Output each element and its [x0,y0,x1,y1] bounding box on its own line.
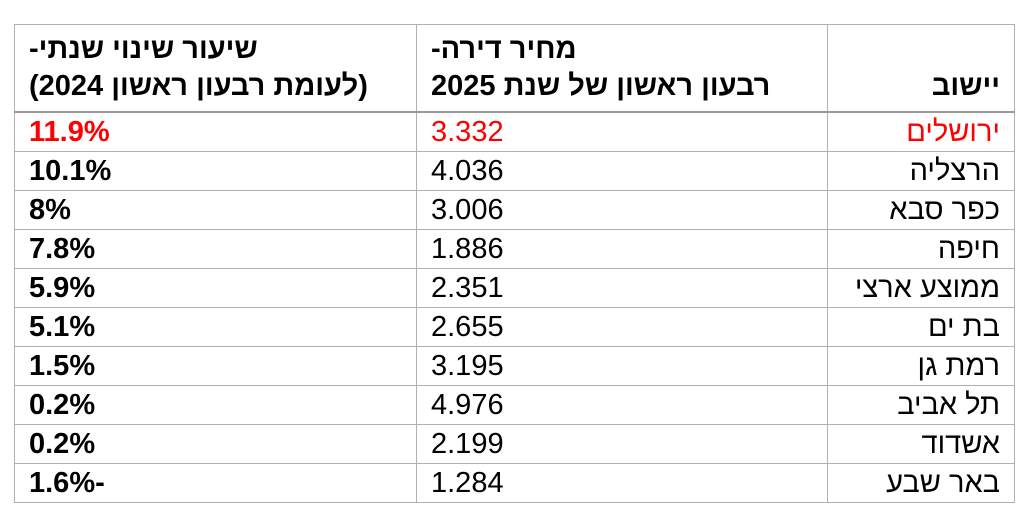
cell-city: ירושלים [827,111,1015,152]
header-city: יישוב [827,24,1015,113]
cell-city: ממוצע ארצי [827,268,1015,308]
cell-price: 2.655 [416,307,828,347]
header-change-line1: שיעור שינוי שנתי- [29,33,258,65]
header-price-line2: רבעון ראשון של שנת 2025 [431,70,771,102]
cell-city: כפר סבא [827,190,1015,230]
header-city-label: יישוב [931,70,1000,102]
cell-price: 4.036 [416,151,828,191]
cell-price: 1.886 [416,229,828,269]
cell-price: 2.351 [416,268,828,308]
header-change: שיעור שינוי שנתי- (לעומת רבעון ראשון 202… [14,24,417,113]
cell-change: 0.2% [14,424,417,464]
cell-city: רמת גן [827,346,1015,386]
cell-price: 4.976 [416,385,828,425]
table-row: ירושלים 3.332 11.9% [14,111,1015,152]
table-row: תל אביב 4.976 0.2% [14,385,1015,425]
cell-price: 1.284 [416,463,828,503]
table-row: הרצליה 4.036 10.1% [14,151,1015,191]
cell-city: תל אביב [827,385,1015,425]
table-row: ממוצע ארצי 2.351 5.9% [14,268,1015,308]
cell-city: בת ים [827,307,1015,347]
header-change-line2: (לעומת רבעון ראשון 2024) [29,70,368,102]
table-row: באר שבע 1.284 -1.6% [14,463,1015,503]
table-header-row: יישוב מחיר דירה- רבעון ראשון של שנת 2025… [14,24,1015,113]
cell-city: אשדוד [827,424,1015,464]
header-price-line1: מחיר דירה- [431,33,577,65]
cell-price: 2.199 [416,424,828,464]
cell-city: חיפה [827,229,1015,269]
cell-city: באר שבע [827,463,1015,503]
cell-change: 0.2% [14,385,417,425]
table-row: בת ים 2.655 5.1% [14,307,1015,347]
housing-price-table: יישוב מחיר דירה- רבעון ראשון של שנת 2025… [14,24,1015,503]
header-price: מחיר דירה- רבעון ראשון של שנת 2025 [416,24,828,113]
cell-change: 10.1% [14,151,417,191]
table-row: כפר סבא 3.006 8% [14,190,1015,230]
cell-change: 5.1% [14,307,417,347]
cell-change: -1.6% [14,463,417,503]
table-row: אשדוד 2.199 0.2% [14,424,1015,464]
table-row: רמת גן 3.195 1.5% [14,346,1015,386]
price-table-container: יישוב מחיר דירה- רבעון ראשון של שנת 2025… [14,24,1015,503]
cell-price: 3.195 [416,346,828,386]
cell-change: 5.9% [14,268,417,308]
table-row: חיפה 1.886 7.8% [14,229,1015,269]
cell-change: 1.5% [14,346,417,386]
cell-price: 3.332 [416,111,828,152]
cell-change: 11.9% [14,111,417,152]
cell-change: 7.8% [14,229,417,269]
cell-price: 3.006 [416,190,828,230]
cell-change: 8% [14,190,417,230]
cell-city: הרצליה [827,151,1015,191]
